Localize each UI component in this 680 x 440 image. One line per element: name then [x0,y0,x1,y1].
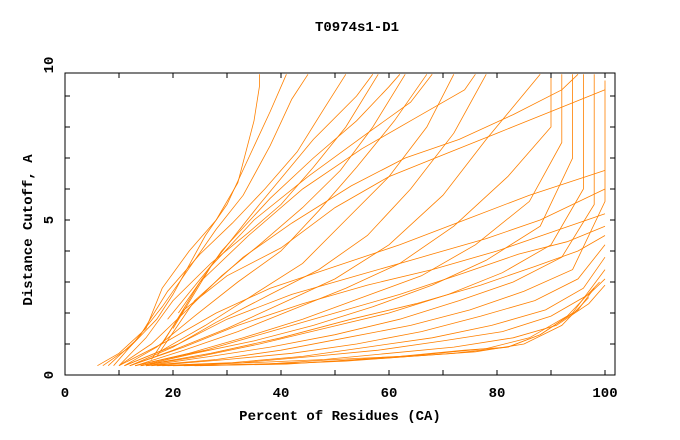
series-line-9 [129,74,541,367]
x-tick-label: 80 [489,386,506,402]
series-line-4 [118,74,379,366]
y-tick-label: 5 [42,216,58,224]
series-line-22 [194,281,600,367]
series-line-10 [135,74,552,367]
series-line-1 [102,74,287,367]
series-line-2 [107,74,309,366]
series-line-11 [135,74,563,367]
series-line-34 [140,235,606,367]
series-line-25 [118,170,606,367]
x-tick-label: 100 [592,386,617,402]
series-line-24 [124,188,606,367]
series-line-6 [124,74,428,367]
series-line-0 [97,74,260,367]
x-tick-label: 40 [273,386,290,402]
series-lines [97,74,606,367]
x-tick-label: 20 [165,386,182,402]
plot-frame [64,72,616,376]
axes: 0 20 40 60 80 100 0 5 10 [42,57,618,402]
series-line-26 [151,89,606,360]
series-line-19 [167,284,606,367]
series-line-33 [135,225,606,367]
series-line-15 [145,80,606,367]
series-line-31 [167,74,374,320]
series-line-14 [145,74,595,367]
series-line-12 [140,74,573,367]
series-line-30 [178,74,401,314]
series-line-5 [118,74,406,367]
x-tick-label: 60 [381,386,398,402]
series-line-3 [113,74,347,366]
series-line-28 [161,74,476,345]
series-line-29 [172,74,433,329]
chart-title: T0974s1-D1 [315,20,399,36]
series-line-17 [156,256,606,367]
series-line-8 [129,74,487,367]
series-line-27 [156,74,579,357]
series-line-13 [140,74,584,367]
x-axis-label: Percent of Residues (CA) [239,409,441,425]
x-tick-label: 0 [61,386,69,402]
series-line-32 [199,269,606,367]
series-line-7 [124,74,455,367]
series-line-18 [162,278,606,367]
series-line-16 [151,244,606,367]
series-line-23 [129,213,606,367]
y-tick-label: 0 [42,371,58,379]
y-tick-label: 10 [42,57,58,74]
y-axis-label: Distance Cutoff, A [21,154,37,306]
